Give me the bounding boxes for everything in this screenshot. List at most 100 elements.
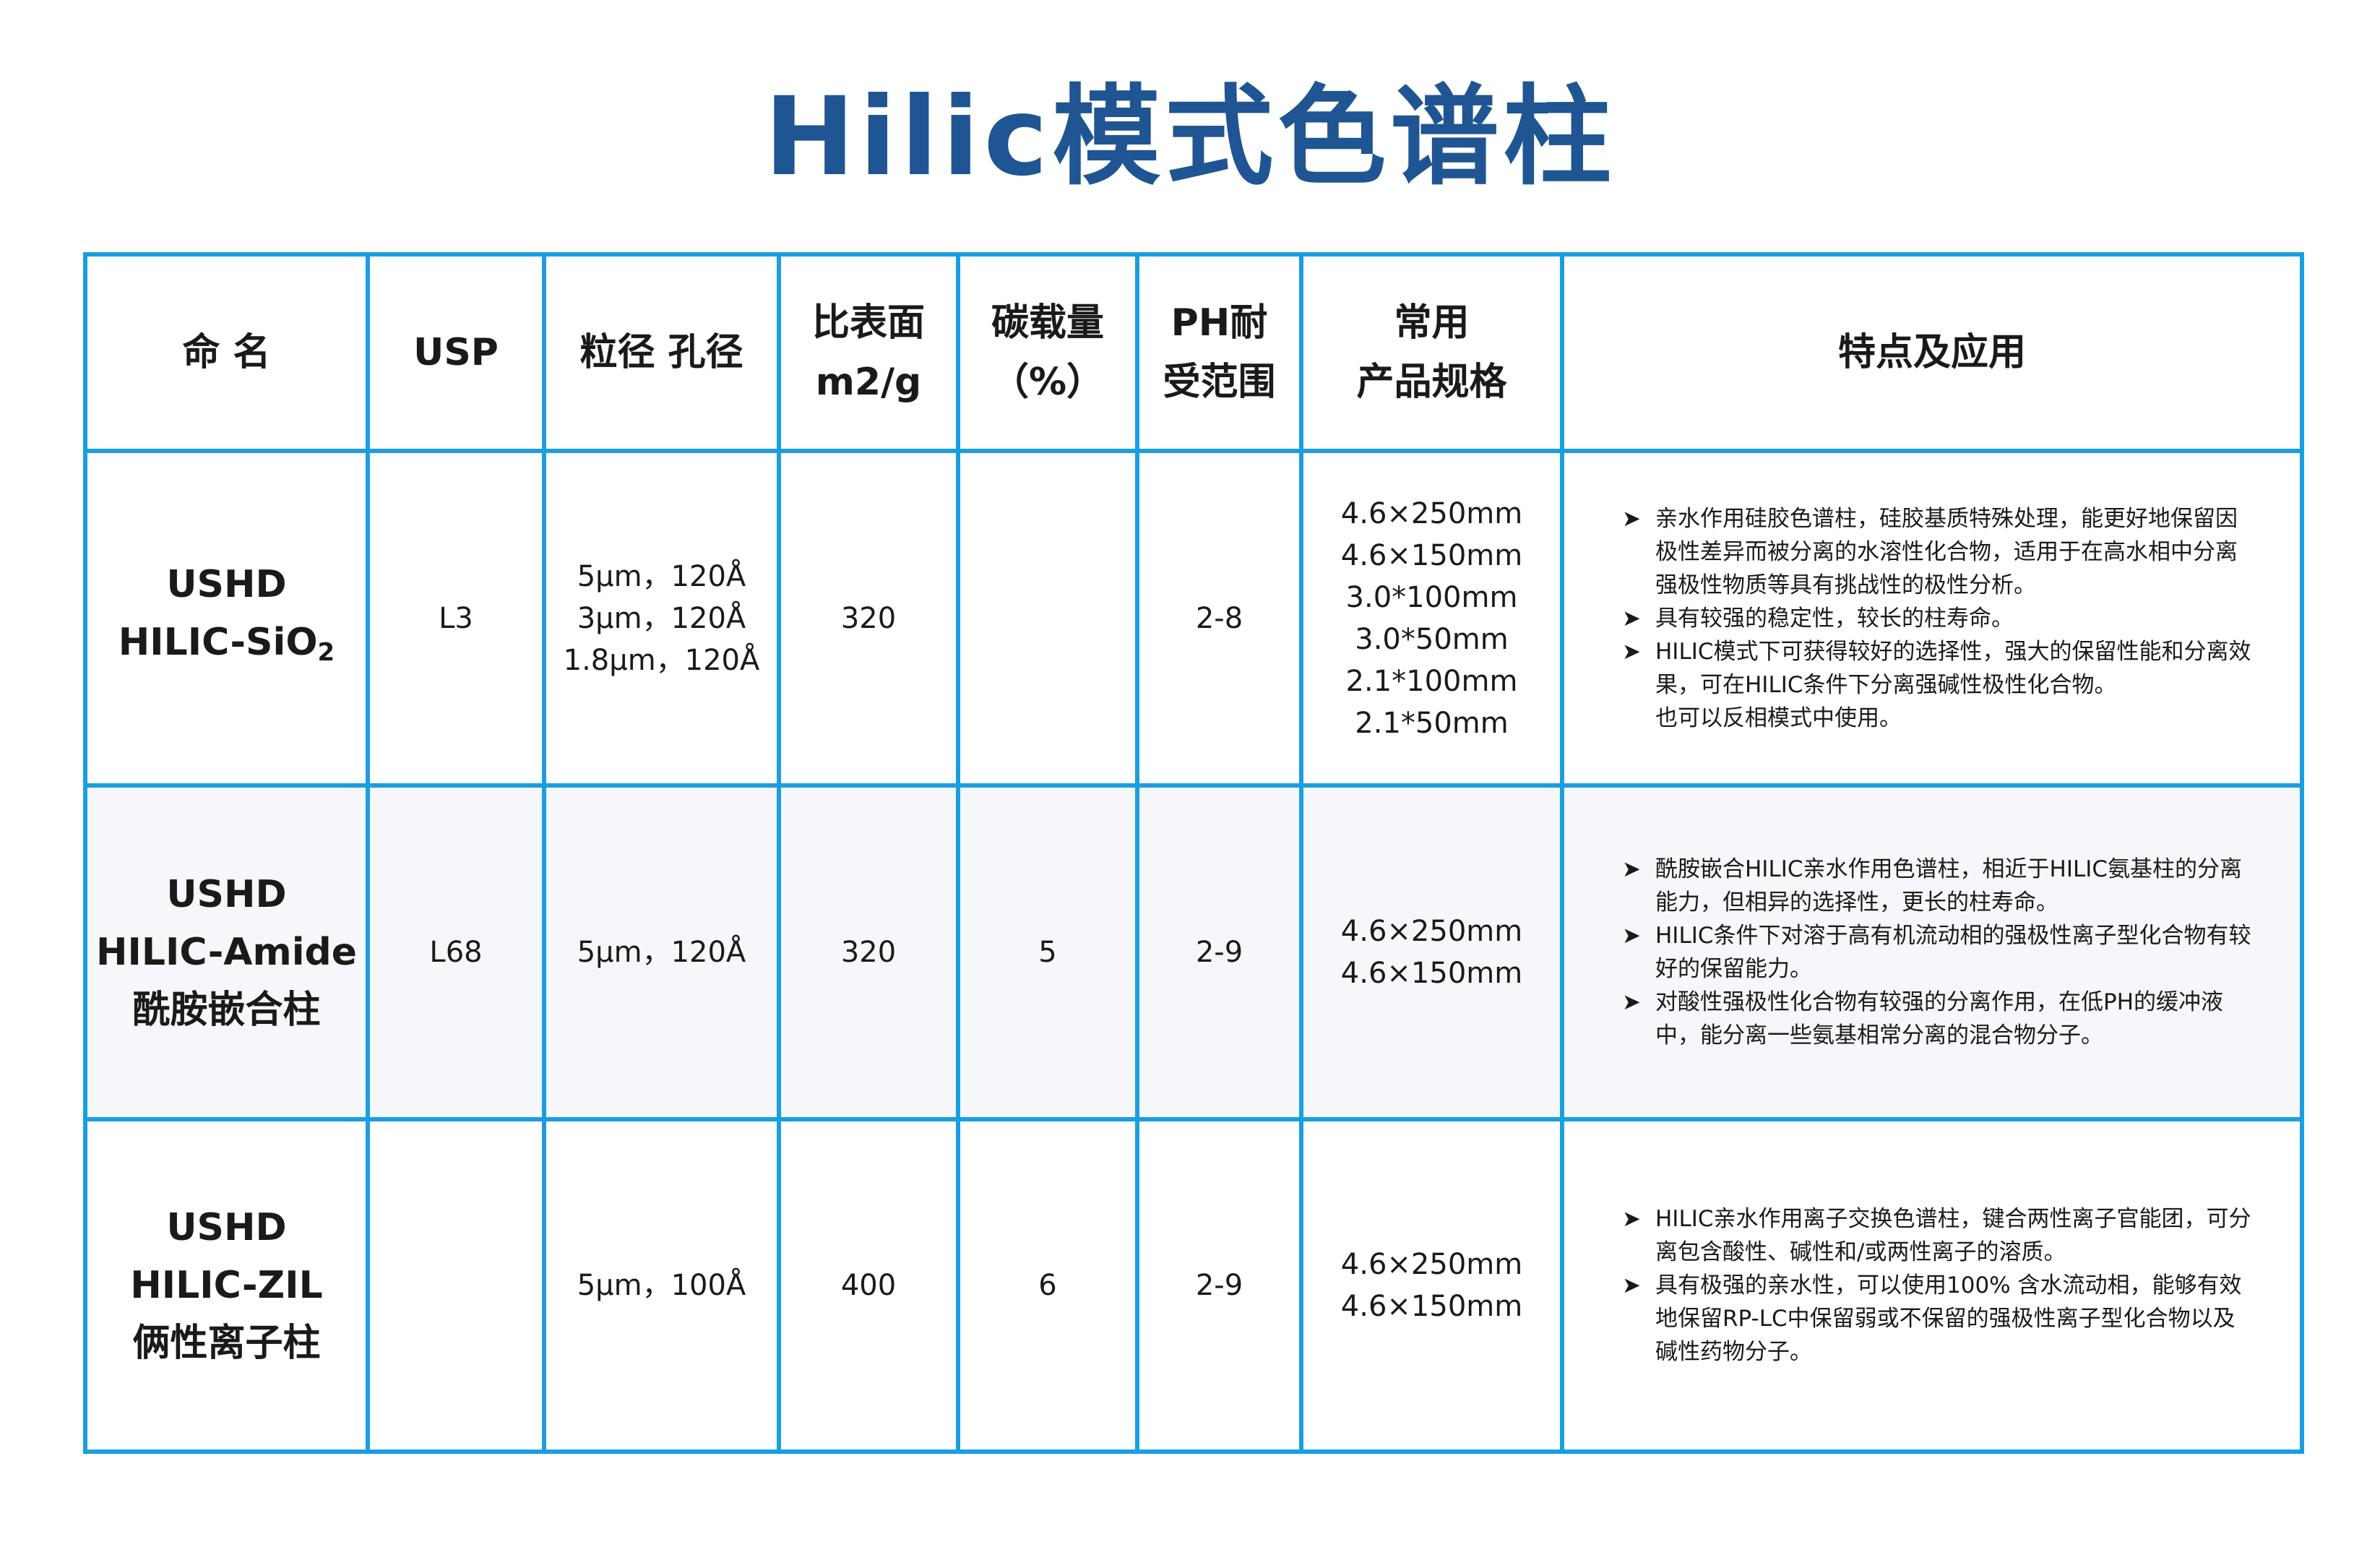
column-header-line: 比表面 — [811, 301, 925, 345]
spec-line: 4.6×250mm — [1340, 1248, 1523, 1281]
feature-item: ➤ 具有极强的亲水性，可以使用100% 含水流动相，能够有效地保留RP-LC中保留… — [1622, 1269, 2256, 1369]
feature-item: 也可以反相模式中使用。 — [1622, 702, 2256, 735]
feature-text: 对酸性强极性化合物有较强的分离作用，在低PH的缓冲液中，能分离一些氨基相常分离的… — [1655, 989, 2224, 1048]
column-header-line: m2/g — [815, 361, 922, 404]
table-row: USHD HILIC-ZIL 俩性离子柱 5μm，100Å 400 6 2-9 4.6×250… — [83, 1117, 2304, 1454]
arrow-bullet-icon: ➤ — [1622, 1272, 1641, 1298]
spec-line: 4.6×250mm — [1340, 496, 1523, 530]
product-name-line: HILIC-ZIL — [130, 1264, 323, 1307]
feature-item: ➤ 具有较强的稳定性，较长的柱寿命。 — [1622, 602, 2256, 635]
arrow-bullet-icon: ➤ — [1622, 638, 1641, 665]
column-header: 比表面 m2/g — [777, 252, 960, 453]
feature-item: ➤ 酰胺嵌合HILIC亲水作用色谱柱，相近于HILIC氨基柱的分离能力，但相异的选… — [1622, 853, 2256, 919]
product-name-line: USHD — [166, 562, 287, 606]
particle-line: 5μm，120Å — [577, 936, 746, 969]
features-cell: ➤ 酰胺嵌合HILIC亲水作用色谱柱，相近于HILIC氨基柱的分离能力，但相异的选… — [1560, 783, 2304, 1121]
feature-list: ➤ HILIC亲水作用离子交换色谱柱，键合两性离子官能团，可分离包含酸性、碱性和/… — [1622, 1202, 2256, 1369]
ph-range-cell: 2-9 — [1135, 783, 1303, 1121]
arrow-bullet-icon: ➤ — [1622, 505, 1641, 532]
specs-cell: 4.6×250mm 4.6×150mm — [1299, 783, 1564, 1121]
product-name-line: 酰胺嵌合柱 — [132, 988, 321, 1032]
subscript: 2 — [317, 637, 335, 667]
surface-area-cell: 400 — [777, 1117, 960, 1454]
product-name-line: USHD — [166, 1206, 287, 1249]
product-name-cell: USHD HILIC-Amide 酰胺嵌合柱 — [83, 783, 370, 1121]
particle-line: 5μm，120Å — [577, 559, 746, 593]
feature-text: 具有极强的亲水性，可以使用100% 含水流动相，能够有效地保留RP-LC中保留弱… — [1655, 1272, 2242, 1365]
ph-range-cell: 2-9 — [1135, 1117, 1303, 1454]
header-row: 命 名 USP 粒径 孔径 比表面 m2/g 碳载量 （%） PH耐 受范围 常用 产品规格 特点及应… — [83, 252, 2304, 453]
feature-text: 具有较强的稳定性，较长的柱寿命。 — [1655, 605, 2014, 632]
spec-line: 2.1*100mm — [1345, 664, 1518, 698]
specs-cell: 4.6×250mm 4.6×150mm 3.0*100mm 3.0*50mm 2.1*1… — [1299, 449, 1564, 788]
spec-line: 4.6×150mm — [1340, 1290, 1523, 1323]
particle-cell: 5μm，100Å — [542, 1117, 781, 1454]
column-header-line: （%） — [991, 361, 1105, 404]
particle-cell: 5μm，120Å — [542, 783, 781, 1121]
column-header: USP — [366, 252, 546, 453]
feature-item: ➤ 对酸性强极性化合物有较强的分离作用，在低PH的缓冲液中，能分离一些氨基相常分离… — [1622, 986, 2256, 1052]
carbon-load-cell: 5 — [956, 783, 1139, 1121]
column-header: 粒径 孔径 — [542, 252, 781, 453]
feature-text: 酰胺嵌合HILIC亲水作用色谱柱，相近于HILIC氨基柱的分离能力，但相异的选择… — [1655, 856, 2243, 916]
feature-text: 也可以反相模式中使用。 — [1655, 705, 1902, 731]
column-header-line: 产品规格 — [1356, 361, 1507, 404]
column-header-line: 特点及应用 — [1837, 331, 2026, 374]
particle-line: 5μm，100Å — [577, 1269, 746, 1302]
surface-area-cell: 320 — [777, 783, 960, 1121]
usp-cell — [366, 1117, 546, 1454]
particle-cell: 5μm，120Å 3μm，120Å 1.8μm，120Å — [542, 449, 781, 788]
ph-range-cell: 2-8 — [1135, 449, 1303, 788]
carbon-load-cell — [956, 449, 1139, 788]
table-row: USHD HILIC-Amide 酰胺嵌合柱 L68 5μm，120Å 320 5 2-9 4.… — [83, 783, 2304, 1121]
table-row: USHD HILIC-SiO2 L3 5μm，120Å 3μm，120Å 1.8μm，12… — [83, 449, 2304, 788]
page-title: Hilic模式色谱柱 — [764, 74, 1616, 200]
product-name-line: 俩性离子柱 — [132, 1322, 321, 1365]
spec-line: 4.6×250mm — [1340, 915, 1523, 948]
feature-list: ➤ 亲水作用硅胶色谱柱，硅胶基质特殊处理，能更好地保留因极性差异而被分离的水溶性化… — [1622, 502, 2256, 735]
feature-list: ➤ 酰胺嵌合HILIC亲水作用色谱柱，相近于HILIC氨基柱的分离能力，但相异的选… — [1622, 853, 2256, 1052]
column-header: 命 名 — [83, 252, 370, 453]
feature-item: ➤ HILIC模式下可获得较好的选择性，强大的保留性能和分离效果，可在HILIC条… — [1622, 635, 2256, 702]
spec-line: 4.6×150mm — [1340, 957, 1523, 990]
spec-line: 4.6×150mm — [1340, 538, 1523, 572]
feature-text: HILIC模式下可获得较好的选择性，强大的保留性能和分离效果，可在HILIC条件… — [1655, 638, 2251, 698]
feature-item: ➤ 亲水作用硅胶色谱柱，硅胶基质特殊处理，能更好地保留因极性差异而被分离的水溶性化… — [1622, 502, 2256, 602]
carbon-load-cell: 6 — [956, 1117, 1139, 1454]
spec-line: 3.0*100mm — [1345, 580, 1518, 614]
column-header: 常用 产品规格 — [1299, 252, 1564, 453]
column-header-line: 粒径 孔径 — [579, 331, 743, 374]
feature-text: HILIC条件下对溶于高有机流动相的强极性离子型化合物有较好的保留能力。 — [1655, 923, 2251, 982]
column-header: 特点及应用 — [1560, 252, 2304, 453]
spec-line: 2.1*50mm — [1355, 706, 1509, 740]
feature-text: 亲水作用硅胶色谱柱，硅胶基质特殊处理，能更好地保留因极性差异而被分离的水溶性化合… — [1655, 505, 2238, 598]
arrow-bullet-icon: ➤ — [1622, 1206, 1641, 1232]
particle-line: 1.8μm，120Å — [563, 643, 760, 677]
usp-cell: L68 — [366, 783, 546, 1121]
feature-text: HILIC亲水作用离子交换色谱柱，键合两性离子官能团，可分离包含酸性、碱性和/或… — [1655, 1206, 2251, 1265]
arrow-bullet-icon: ➤ — [1622, 989, 1641, 1015]
usp-cell: L3 — [366, 449, 546, 788]
specs-cell: 4.6×250mm 4.6×150mm — [1299, 1117, 1564, 1454]
product-name-line: HILIC-Amide — [95, 931, 358, 974]
arrow-bullet-icon: ➤ — [1622, 856, 1641, 882]
column-header-line: 受范围 — [1163, 361, 1276, 404]
column-header-line: 常用 — [1394, 301, 1470, 345]
product-name-line: USHD — [166, 873, 287, 916]
column-header-line: 命 名 — [182, 331, 271, 374]
spec-line: 3.0*50mm — [1355, 622, 1509, 656]
column-header: 碳载量 （%） — [956, 252, 1139, 453]
feature-item: ➤ HILIC亲水作用离子交换色谱柱，键合两性离子官能团，可分离包含酸性、碱性和/… — [1622, 1202, 2256, 1269]
column-header-line: 碳载量 — [991, 301, 1104, 345]
features-cell: ➤ 亲水作用硅胶色谱柱，硅胶基质特殊处理，能更好地保留因极性差异而被分离的水溶性化… — [1560, 449, 2304, 788]
product-name-cell: USHD HILIC-ZIL 俩性离子柱 — [83, 1117, 370, 1454]
column-header-line: USP — [413, 331, 499, 374]
arrow-bullet-icon: ➤ — [1622, 923, 1641, 949]
product-table: 命 名 USP 粒径 孔径 比表面 m2/g 碳载量 （%） PH耐 受范围 常用 产品规格 特点及应… — [83, 252, 2304, 1454]
particle-line: 3μm，120Å — [577, 601, 746, 635]
arrow-bullet-icon: ➤ — [1622, 605, 1641, 632]
product-name-line: HILIC-SiO2 — [118, 620, 335, 667]
column-header: PH耐受范围 — [1135, 252, 1303, 453]
column-header-line: PH耐 — [1170, 301, 1268, 345]
feature-item: ➤ HILIC条件下对溶于高有机流动相的强极性离子型化合物有较好的保留能力。 — [1622, 919, 2256, 986]
